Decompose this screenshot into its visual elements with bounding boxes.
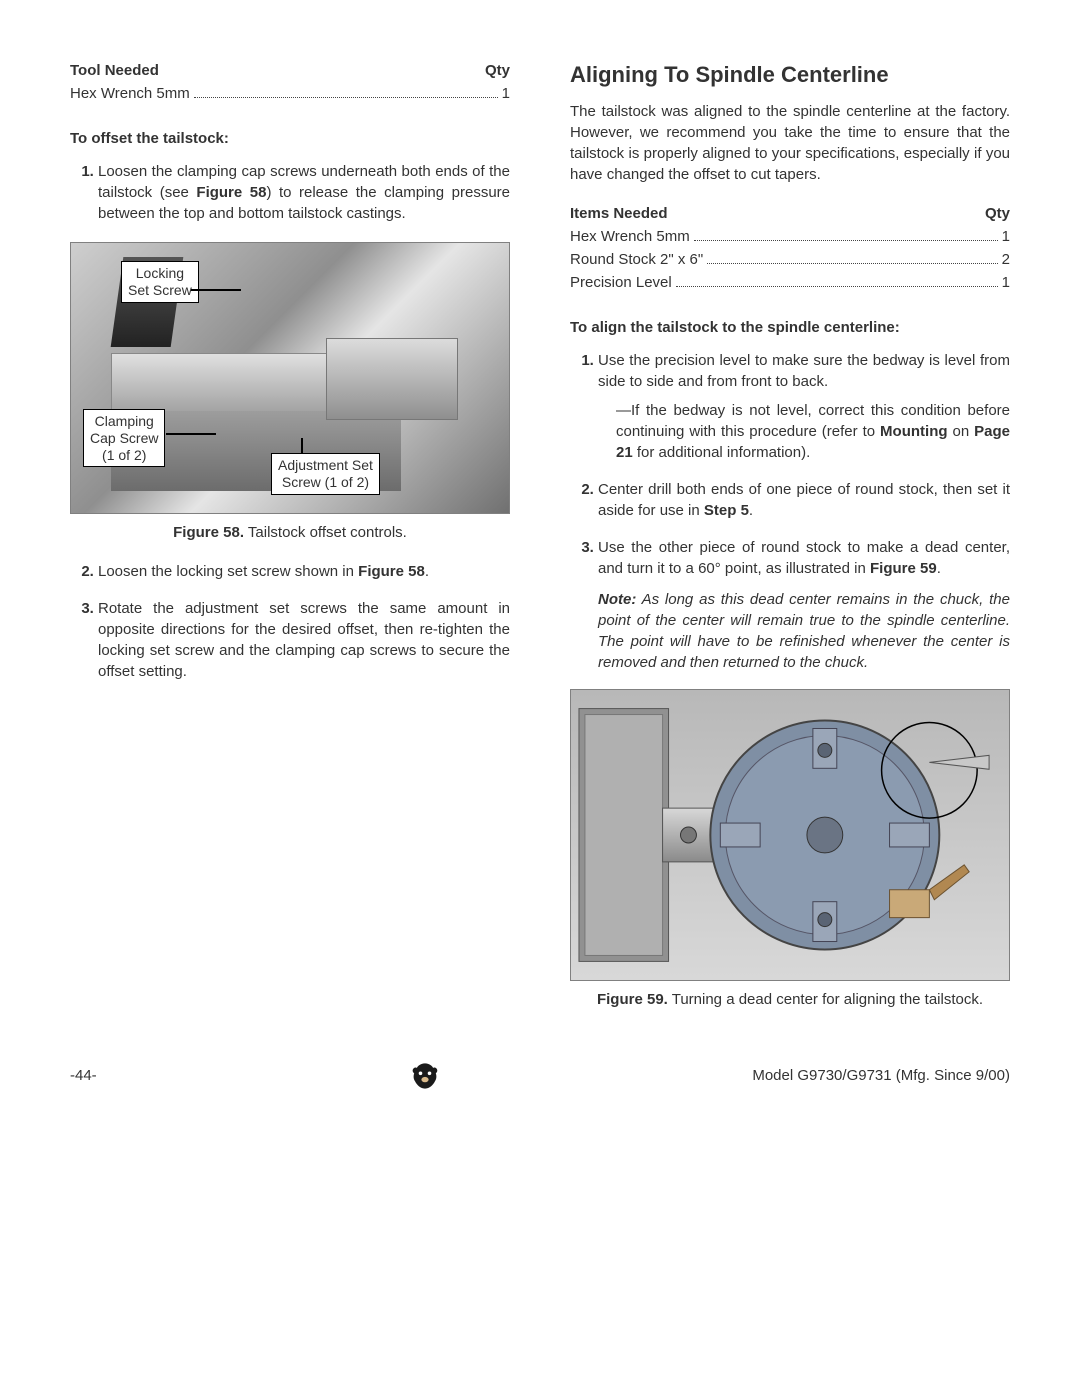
tools-header: Tool Needed Qty (70, 60, 510, 81)
tool-row: Hex Wrench 5mm 1 (70, 83, 510, 104)
figure-58: Locking Set Screw Clamping Cap Screw (1 … (70, 242, 510, 514)
right-step-1: Use the precision level to make sure the… (598, 350, 1010, 463)
offset-subhead: To offset the tailstock: (70, 128, 510, 149)
align-subhead: To align the tailstock to the spindle ce… (570, 317, 1010, 338)
item-row: Precision Level1 (570, 272, 1010, 293)
items-header: Items Needed Qty (570, 203, 1010, 224)
items-header-right: Qty (985, 203, 1010, 224)
right-intro: The tailstock was aligned to the spindle… (570, 101, 1010, 185)
items-header-left: Items Needed (570, 203, 668, 224)
callout-adjust: Adjustment Set Screw (1 of 2) (271, 453, 380, 495)
left-step-3: Rotate the adjustment set screws the sam… (98, 598, 510, 682)
fig58-caption: Figure 58. Tailstock offset controls. (70, 522, 510, 543)
item-row: Hex Wrench 5mm1 (570, 226, 1010, 247)
left-step-1: Loosen the clamping cap screws underneat… (98, 161, 510, 224)
tools-header-right: Qty (485, 60, 510, 81)
item-row: Round Stock 2" x 6"2 (570, 249, 1010, 270)
tool-qty: 1 (502, 83, 510, 104)
fig59-caption: Figure 59. Turning a dead center for ali… (570, 989, 1010, 1010)
tool-name: Hex Wrench 5mm (70, 83, 190, 104)
page-footer: -44- Model G9730/G9731 (Mfg. Since 9/00) (70, 1058, 1010, 1094)
tools-header-left: Tool Needed (70, 60, 159, 81)
right-heading: Aligning To Spindle Centerline (570, 60, 1010, 91)
model-info: Model G9730/G9731 (Mfg. Since 9/00) (752, 1065, 1010, 1086)
right-step-2: Center drill both ends of one piece of r… (598, 479, 1010, 521)
figure-59 (570, 689, 1010, 981)
right-step-3: Use the other piece of round stock to ma… (598, 537, 1010, 673)
page-number: -44- (70, 1065, 97, 1086)
callout-clamp: Clamping Cap Screw (1 of 2) (83, 409, 165, 467)
left-step-2: Loosen the locking set screw shown in Fi… (98, 561, 510, 582)
bear-icon (407, 1058, 443, 1094)
callout-locking: Locking Set Screw (121, 261, 199, 303)
